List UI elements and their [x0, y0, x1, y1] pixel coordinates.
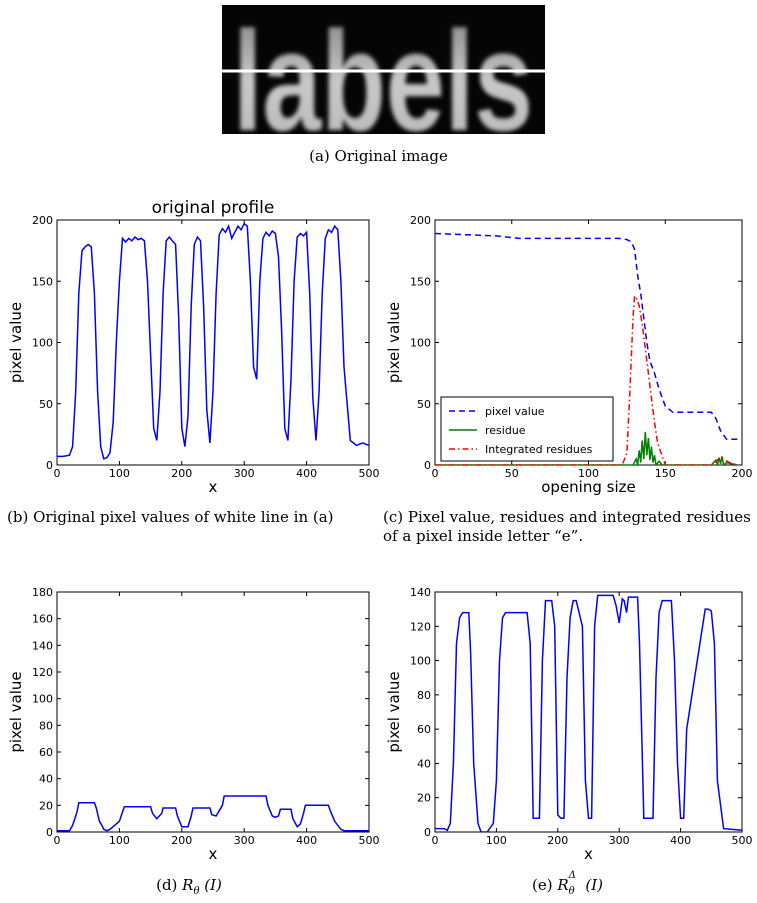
caption-e-arg: (I) [580, 876, 604, 894]
x-tick-label: 200 [547, 834, 568, 847]
x-axis-label: x [209, 478, 218, 496]
plot-frame [56, 591, 370, 833]
legend-label: pixel value [485, 405, 545, 418]
caption-b: (b) Original pixel values of white line … [7, 508, 334, 526]
x-tick-label: 500 [359, 834, 380, 847]
legend-label: Integrated residues [485, 443, 593, 456]
y-tick-label: 140 [410, 586, 431, 599]
y-tick-label: 200 [410, 214, 431, 227]
caption-d-math: R [182, 876, 194, 894]
x-tick-label: 200 [171, 834, 192, 847]
y-tick-label: 0 [46, 459, 53, 472]
chart-d: 0 100 200 300 400 500 0 20 40 60 80 100 120 140 160 180… [0, 580, 380, 864]
chart-b: 0 100 200 300 400 500 0 50 100 150 200 x pixel value… [0, 190, 380, 502]
x-axis-label: opening size [541, 478, 635, 496]
x-tick-label: 0 [432, 467, 439, 480]
y-axis-label: pixel value [7, 671, 25, 752]
x-tick-label: 500 [732, 834, 753, 847]
legend-box [440, 396, 614, 462]
y-tick-label: 150 [410, 275, 431, 288]
x-tick-label: 150 [655, 467, 676, 480]
y-tick-label: 120 [410, 620, 431, 633]
x-tick-label: 200 [732, 467, 753, 480]
x-tick-label: 300 [609, 834, 630, 847]
y-tick-label: 60 [39, 746, 53, 759]
series-line-residue [435, 431, 738, 465]
chart-d-svg: 0 100 200 300 400 500 0 20 40 60 80 100 120 140 160 180… [7, 586, 380, 863]
y-tick-label: 20 [417, 792, 431, 805]
original-image-svg: labels [222, 5, 545, 134]
series-line-0 [57, 222, 369, 460]
x-tick-label: 0 [432, 834, 439, 847]
caption-a: (a) Original image [309, 147, 448, 165]
x-tick-label: 0 [54, 834, 61, 847]
series-line-0 [57, 795, 369, 832]
y-tick-label: 100 [32, 693, 53, 706]
caption-c: (c) Pixel value, residues and integrated… [383, 508, 751, 545]
caption-e-sub: θ [568, 886, 575, 897]
y-axis-label: pixel value [385, 671, 403, 752]
caption-e-prefix: (e) [531, 876, 558, 894]
x-tick-label: 0 [54, 467, 61, 480]
y-tick-label: 50 [417, 398, 431, 411]
chart-title: original profile [152, 198, 275, 218]
y-tick-label: 40 [39, 773, 53, 786]
x-tick-label: 300 [234, 467, 255, 480]
y-tick-label: 40 [417, 757, 431, 770]
y-tick-label: 160 [32, 613, 53, 626]
x-tick-label: 400 [296, 467, 317, 480]
y-tick-label: 150 [32, 275, 53, 288]
x-tick-label: 400 [670, 834, 691, 847]
y-tick-label: 100 [32, 337, 53, 350]
original-image: labels [222, 5, 545, 134]
y-tick-label: 120 [32, 666, 53, 679]
plot-frame [56, 219, 370, 466]
y-tick-label: 100 [410, 655, 431, 668]
y-tick-label: 50 [39, 398, 53, 411]
caption-e-math: R [557, 876, 569, 894]
y-axis-label: pixel value [7, 302, 25, 383]
caption-d-prefix: (d) [156, 876, 183, 894]
chart-e: 0 100 200 300 400 500 0 20 40 60 80 100 120 140 x pixel… [378, 580, 757, 864]
x-tick-label: 50 [505, 467, 519, 480]
chart-c-svg: 0 50 100 150 200 0 50 100 150 200 opening size pixe… [385, 214, 753, 496]
chart-e-svg: 0 100 200 300 400 500 0 20 40 60 80 100 120 140 x pixel… [385, 586, 753, 863]
plot-frame [434, 591, 743, 833]
chart-b-svg: 0 100 200 300 400 500 0 50 100 150 200 x pixel value… [7, 198, 380, 496]
y-tick-label: 60 [417, 723, 431, 736]
x-tick-label: 300 [234, 834, 255, 847]
series-line-integrated-residues [435, 294, 738, 465]
caption-e-sup: Δ [568, 870, 576, 881]
caption-d: (d) Rθ (I) [0, 876, 378, 901]
caption-d-sub: θ [193, 886, 200, 897]
y-tick-label: 0 [46, 826, 53, 839]
caption-d-arg: (I) [199, 876, 222, 894]
x-tick-label: 500 [359, 467, 380, 480]
y-tick-label: 0 [424, 826, 431, 839]
x-tick-label: 400 [296, 834, 317, 847]
y-tick-label: 20 [39, 799, 53, 812]
y-tick-label: 180 [32, 586, 53, 599]
x-tick-label: 100 [109, 467, 130, 480]
y-tick-label: 100 [410, 337, 431, 350]
legend-label: residue [485, 424, 526, 437]
y-tick-label: 80 [417, 689, 431, 702]
y-tick-label: 0 [424, 459, 431, 472]
x-tick-label: 200 [171, 467, 192, 480]
chart-c: 0 50 100 150 200 0 50 100 150 200 opening size pixe… [378, 190, 757, 502]
y-axis-label: pixel value [385, 302, 403, 383]
x-axis-label: x [584, 845, 593, 860]
x-tick-label: 100 [109, 834, 130, 847]
series-line-0 [435, 594, 742, 832]
y-tick-label: 140 [32, 639, 53, 652]
series-line-pixel-value [435, 232, 738, 441]
y-tick-label: 200 [32, 214, 53, 227]
x-tick-label: 100 [486, 834, 507, 847]
y-tick-label: 80 [39, 719, 53, 732]
x-tick-label: 100 [578, 467, 599, 480]
x-axis-label: x [209, 845, 218, 860]
